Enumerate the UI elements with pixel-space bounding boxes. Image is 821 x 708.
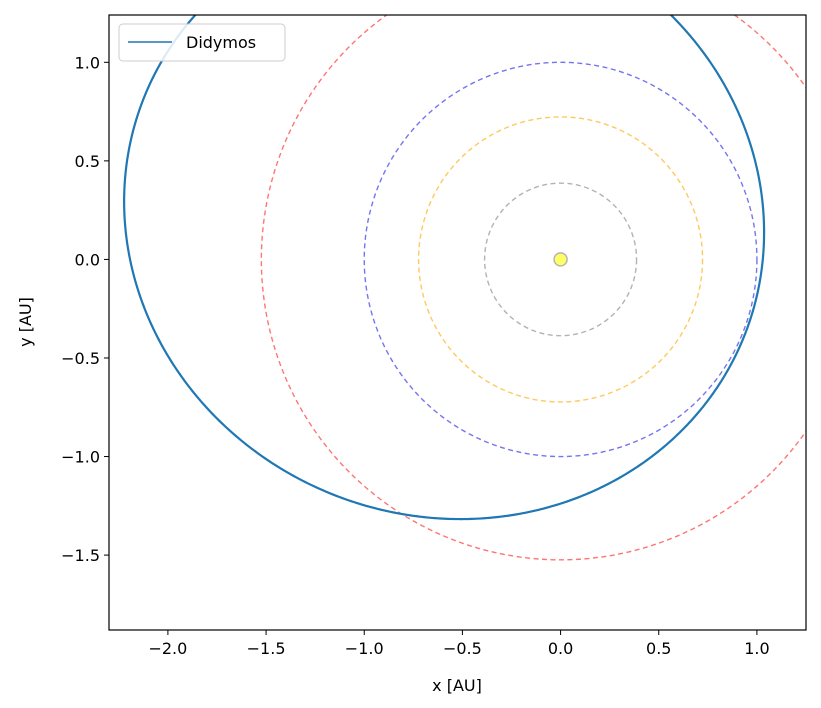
y-tick-label: −1.5 [61,546,100,565]
x-tick-label: −1.5 [247,639,286,658]
sun-marker [553,252,568,267]
reference-orbit-2 [417,116,704,403]
x-axis-label: x [AU] [432,676,482,695]
plot-area [123,15,806,561]
y-axis-label: y [AU] [16,297,35,347]
axes-frame [108,14,807,631]
legend-box [118,23,286,62]
x-tick-label: 0.5 [646,639,671,658]
y-tick-label: −0.5 [61,349,100,368]
y-tick-label: −1.0 [61,448,100,467]
legend-label-didymos: Didymos [186,33,256,52]
x-tick-label: −2.0 [148,639,187,658]
x-tick-label: 0.0 [548,639,573,658]
x-tick-label: −0.5 [443,639,482,658]
y-tick-label: 0.5 [75,152,100,171]
x-axis: −2.0 −1.5 −1.0 −0.5 0.0 0.5 1.0 [148,630,770,658]
y-tick-label: 1.0 [75,53,100,72]
series-line-didymos [123,15,766,521]
legend: Didymos [118,23,286,62]
x-tick-label: −1.0 [345,639,384,658]
y-axis: 1.0 0.5 0.0 −0.5 −1.0 −1.5 [61,53,109,565]
y-tick-label: 0.0 [75,250,100,269]
reference-orbit-4 [260,15,806,561]
reference-orbit-1 [483,182,638,337]
reference-orbit-3 [363,61,758,458]
x-tick-label: 1.0 [744,639,769,658]
